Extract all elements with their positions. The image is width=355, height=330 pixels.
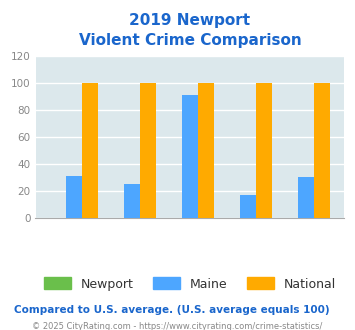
Bar xyxy=(124,184,140,218)
Title: 2019 Newport
Violent Crime Comparison: 2019 Newport Violent Crime Comparison xyxy=(78,13,301,48)
Bar xyxy=(256,83,272,218)
Bar xyxy=(182,95,198,218)
Bar xyxy=(82,83,98,218)
Bar xyxy=(140,83,156,218)
Legend: Newport, Maine, National: Newport, Maine, National xyxy=(39,272,341,296)
Bar xyxy=(198,83,214,218)
Text: © 2025 CityRating.com - https://www.cityrating.com/crime-statistics/: © 2025 CityRating.com - https://www.city… xyxy=(32,322,323,330)
Bar xyxy=(240,195,256,218)
Bar xyxy=(314,83,330,218)
Bar xyxy=(66,176,82,218)
Text: Compared to U.S. average. (U.S. average equals 100): Compared to U.S. average. (U.S. average … xyxy=(14,305,330,315)
Bar xyxy=(298,178,314,218)
